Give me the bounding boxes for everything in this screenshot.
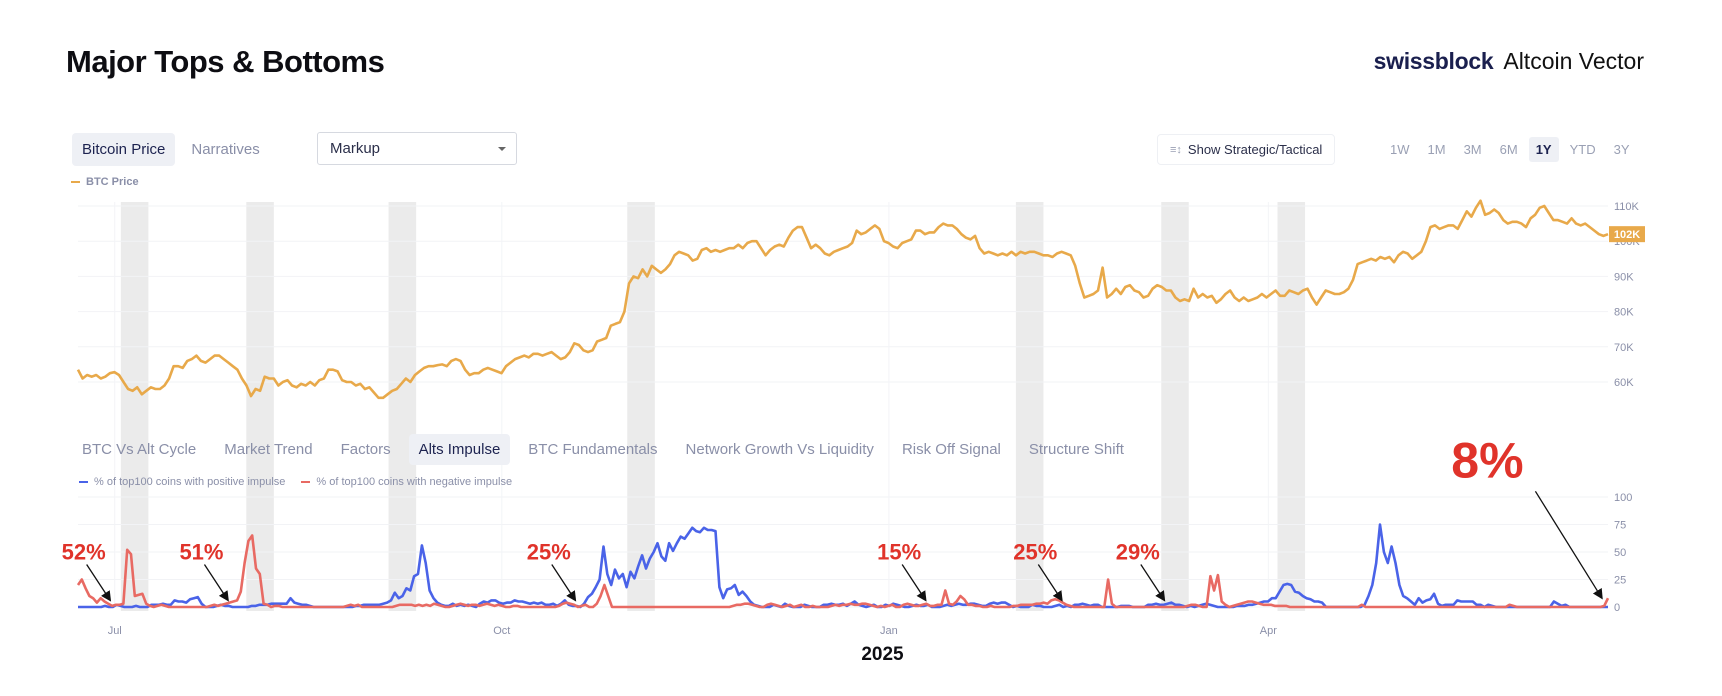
positive-impulse-line <box>78 523 1608 609</box>
shaded-band <box>627 202 655 611</box>
annotation-label: 51% <box>179 540 223 565</box>
tab-btc-vs-alt-cycle[interactable]: BTC Vs Alt Cycle <box>82 441 197 458</box>
tab-network-growth-vs-liquidity[interactable]: Network Growth Vs Liquidity <box>685 441 874 458</box>
legend-item-negative: % of top100 coins with negative impulse <box>301 476 512 488</box>
swissblock-logo: swissblock <box>1373 48 1494 74</box>
shaded-band <box>1015 202 1044 611</box>
last-price-badge <box>1609 226 1645 243</box>
last-price-label: 102K <box>1614 229 1640 241</box>
shaded-band <box>388 202 417 611</box>
range-1w[interactable]: 1W <box>1390 142 1410 157</box>
impulse-y-tick-label: 0 <box>1614 602 1620 614</box>
tab-bitcoin-price[interactable]: Bitcoin Price <box>72 133 176 166</box>
brand: swissblock Altcoin Vector <box>1374 48 1644 75</box>
legend-swatch-positive <box>79 481 88 483</box>
annotation-label: 8% <box>1451 432 1523 488</box>
x-axis-title: 2025 <box>861 644 904 665</box>
top-tabs: Bitcoin Price Narratives <box>72 133 270 166</box>
tab-factors[interactable]: Factors <box>340 441 391 458</box>
btc-price-line <box>76 199 1609 400</box>
legend-label-positive: % of top100 coins with positive impulse <box>94 476 286 488</box>
price-y-tick-label: 60K <box>1614 377 1634 389</box>
annotation-label: 52% <box>62 540 106 565</box>
annotation-label: 29% <box>1116 540 1160 565</box>
x-tick-label: Apr <box>1260 625 1277 637</box>
price-legend: BTC Price <box>71 176 139 188</box>
annotation-label: 25% <box>527 540 571 565</box>
tab-risk-off-signal[interactable]: Risk Off Signal <box>901 441 1001 458</box>
impulse-y-tick-label: 100 <box>1614 492 1632 504</box>
shaded-band <box>246 202 274 611</box>
impulse-y-tick-label: 25 <box>1614 575 1626 587</box>
tab-market-trend[interactable]: Market Trend <box>224 441 313 458</box>
impulse-legend: % of top100 coins with positive impulse … <box>79 476 512 488</box>
annotation-arrow <box>86 564 112 602</box>
range-6m[interactable]: 6M <box>1499 142 1518 157</box>
legend-label-price: BTC Price <box>86 176 139 188</box>
negative-impulse-line <box>76 534 1610 609</box>
legend-label-negative: % of top100 coins with negative impulse <box>316 476 513 488</box>
time-range-selector: 1W 1M 3M 6M 1Y YTD 3Y <box>1383 137 1637 162</box>
price-y-tick-label: 80K <box>1614 307 1634 319</box>
x-tick-label: Oct <box>493 625 510 637</box>
x-tick-label: Jul <box>108 625 122 637</box>
page-title: Major Tops & Bottoms <box>66 44 385 79</box>
range-3m[interactable]: 3M <box>1463 142 1482 157</box>
tab-narratives[interactable]: Narratives <box>191 141 260 158</box>
range-ytd[interactable]: YTD <box>1569 142 1596 157</box>
product-name: Altcoin Vector <box>1503 48 1644 74</box>
tab-alts-impulse[interactable]: Alts Impulse <box>408 434 511 465</box>
annotation-label: 15% <box>877 540 921 565</box>
markup-select-value: Markup <box>330 140 381 157</box>
show-strategic-tactical-label: Show Strategic/Tactical <box>1187 142 1323 157</box>
annotation-label: 25% <box>1013 540 1057 565</box>
indicator-tabs: BTC Vs Alt Cycle Market Trend Factors Al… <box>72 434 1134 465</box>
annotation-arrow <box>203 564 229 602</box>
impulse-y-tick-label: 75 <box>1614 520 1626 532</box>
tab-structure-shift[interactable]: Structure Shift <box>1028 441 1124 458</box>
annotation-arrow <box>901 564 927 602</box>
price-y-tick-label: 70K <box>1614 342 1634 354</box>
x-tick-label: Jan <box>880 625 898 637</box>
range-1y[interactable]: 1Y <box>1528 137 1559 162</box>
annotation-arrow <box>551 564 577 602</box>
chevron-down-icon <box>498 147 506 151</box>
annotation-arrow <box>1534 490 1603 600</box>
legend-item-positive: % of top100 coins with positive impulse <box>79 476 285 488</box>
shaded-band <box>1277 202 1306 611</box>
legend-swatch-negative <box>301 481 311 483</box>
markup-select[interactable]: Markup <box>317 132 517 165</box>
range-3y[interactable]: 3Y <box>1613 142 1630 157</box>
annotation-arrow <box>1037 564 1063 602</box>
price-y-tick-label: 110K <box>1614 201 1640 213</box>
shaded-band <box>120 202 149 611</box>
range-1m[interactable]: 1M <box>1427 142 1446 157</box>
impulse-y-tick-label: 50 <box>1614 547 1626 559</box>
tab-btc-fundamentals[interactable]: BTC Fundamentals <box>528 441 658 458</box>
legend-swatch-price <box>71 181 80 183</box>
annotation-arrow <box>1140 564 1166 602</box>
price-y-tick-label: 90K <box>1614 271 1634 283</box>
shaded-band <box>1161 202 1189 611</box>
strategic-tactical-icon: ≡↕ <box>1170 143 1182 156</box>
show-strategic-tactical-button[interactable]: ≡↕ Show Strategic/Tactical <box>1157 134 1336 165</box>
